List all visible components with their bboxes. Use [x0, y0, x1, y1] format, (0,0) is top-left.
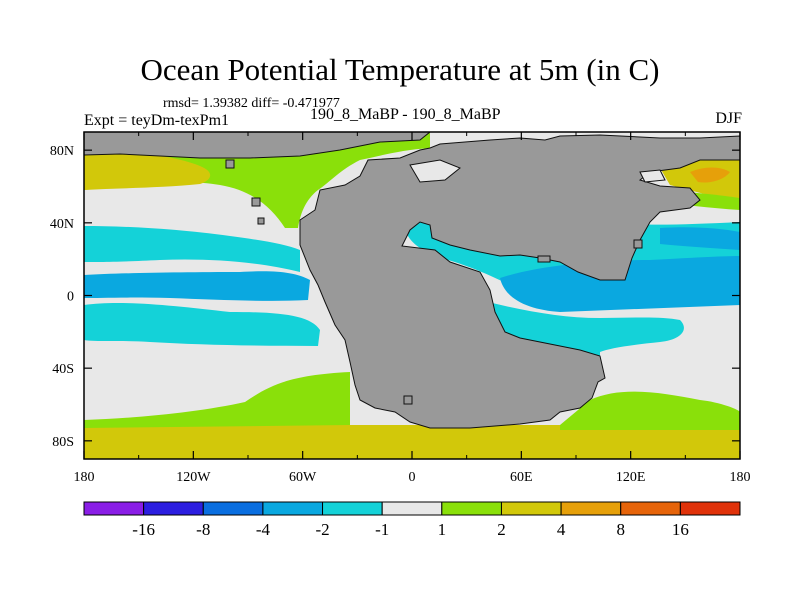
pangea-land — [299, 134, 740, 429]
colorbar-label: -2 — [315, 520, 329, 539]
colorbar: -16 -8 -4 -2 -1 1 2 4 8 16 — [83, 501, 741, 539]
colorbar-label: -1 — [375, 520, 389, 539]
northeast-orange-patch — [690, 167, 730, 183]
colorbar-swatch — [500, 501, 562, 516]
y-tick-label: 40N — [50, 217, 74, 232]
pacific-equatorial-blue — [84, 271, 310, 301]
colorbar-label: 4 — [557, 520, 566, 539]
x-tick-label: 120E — [616, 470, 646, 485]
y-tick-label: 80S — [52, 435, 74, 450]
southern-green-band-east — [560, 391, 740, 430]
colorbar-label: -8 — [196, 520, 210, 539]
chart-title: Ocean Potential Temperature at 5m (in C) — [140, 52, 660, 87]
colorbar-swatch — [262, 501, 324, 516]
colorbar-swatch — [322, 501, 383, 516]
experiment-label: Expt = teyDm-texPm1 — [84, 112, 230, 129]
colorbar-label: -16 — [132, 520, 155, 539]
inland-sea-patch — [639, 169, 666, 183]
x-tick-label: 120W — [176, 470, 211, 485]
x-tick-label: 0 — [409, 470, 416, 485]
island — [257, 217, 265, 225]
season-label: DJF — [715, 110, 742, 127]
north-pacific-cyan — [84, 226, 300, 272]
y-axis: 80N 40N 0 40S 80S — [50, 144, 740, 450]
y-tick-label: 40S — [52, 362, 74, 377]
x-tick-label: 180 — [730, 470, 751, 485]
x-tick-label: 60E — [510, 470, 533, 485]
colorbar-label: -4 — [256, 520, 271, 539]
colorbar-swatch — [560, 501, 622, 516]
colorbar-swatch — [679, 501, 741, 516]
north-yellow-patch — [84, 152, 211, 190]
inland-sea-patch — [409, 159, 461, 183]
colorbar-swatch — [620, 501, 681, 516]
map-field — [84, 132, 740, 459]
colorbar-label: 1 — [438, 520, 447, 539]
colorbar-label: 8 — [616, 520, 625, 539]
arctic-land — [84, 132, 431, 159]
colorbar-swatch — [202, 501, 264, 516]
stats-label: rmsd= 1.39382 diff= -0.471977 — [163, 96, 340, 111]
colorbar-swatch — [83, 501, 145, 516]
y-tick-label: 0 — [67, 290, 74, 305]
island — [251, 197, 261, 207]
island — [537, 255, 551, 263]
southern-green-band — [84, 372, 350, 428]
x-tick-label: 60W — [289, 470, 317, 485]
tethys-blue — [500, 256, 740, 312]
x-tick-label: 180 — [74, 470, 95, 485]
island — [225, 159, 235, 169]
south-pacific-cyan — [84, 302, 320, 346]
island — [403, 395, 413, 405]
colorbar-swatch — [143, 501, 204, 516]
tethys-blue-upper — [660, 227, 740, 250]
center-label: 190_8_MaBP - 190_8_MaBP — [310, 106, 501, 123]
colorbar-label: 2 — [497, 520, 506, 539]
south-tethys-cyan — [480, 300, 684, 379]
island — [633, 239, 643, 249]
y-tick-label: 80N — [50, 144, 74, 159]
colorbar-label: 16 — [672, 520, 689, 539]
x-axis: 180 120W 60W 0 60E 120E 180 — [74, 132, 751, 485]
colorbar-swatch — [381, 501, 443, 516]
colorbar-swatch — [441, 501, 502, 516]
